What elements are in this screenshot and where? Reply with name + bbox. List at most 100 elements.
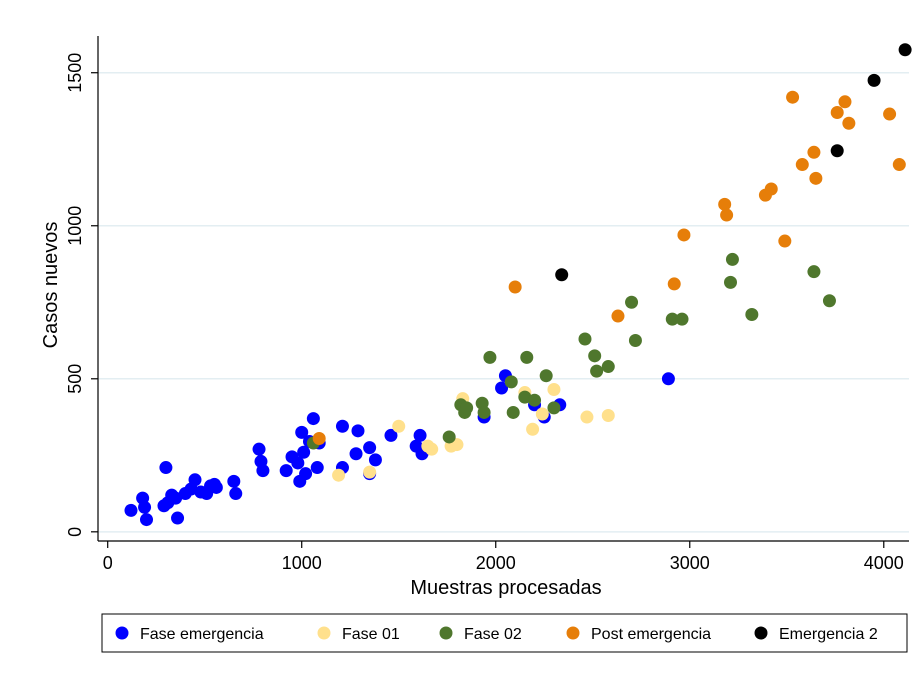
data-point xyxy=(209,480,223,494)
data-point xyxy=(312,431,326,445)
data-point xyxy=(667,277,681,291)
data-point xyxy=(898,43,912,57)
data-point xyxy=(363,465,377,479)
data-point xyxy=(349,447,363,461)
data-point xyxy=(171,511,185,525)
data-point xyxy=(526,422,540,436)
data-point xyxy=(520,350,534,364)
axes xyxy=(97,36,909,542)
y-tick-label: 1000 xyxy=(65,206,85,246)
data-point xyxy=(138,500,152,514)
data-points xyxy=(124,43,912,527)
data-point xyxy=(611,309,625,323)
data-point xyxy=(677,228,691,242)
data-point xyxy=(413,428,427,442)
data-point xyxy=(830,144,844,158)
data-point xyxy=(306,412,320,426)
data-point xyxy=(725,252,739,266)
data-point xyxy=(332,468,346,482)
data-point xyxy=(495,381,509,395)
data-point xyxy=(504,375,518,389)
y-tick-label: 500 xyxy=(65,364,85,394)
data-point xyxy=(169,491,183,505)
data-point xyxy=(508,280,522,294)
data-point xyxy=(528,393,542,407)
y-tick-label: 0 xyxy=(65,527,85,537)
data-point xyxy=(764,182,778,196)
x-tick-label: 2000 xyxy=(476,553,516,573)
legend-label: Post emergencia xyxy=(591,626,711,643)
data-point xyxy=(601,409,615,423)
data-point xyxy=(483,350,497,364)
legend-marker xyxy=(566,626,580,640)
series-fase-02 xyxy=(306,252,836,450)
legend-marker xyxy=(439,626,453,640)
legend-marker xyxy=(317,626,331,640)
data-point xyxy=(297,445,311,459)
data-point xyxy=(291,456,305,470)
data-point xyxy=(477,405,491,419)
data-point xyxy=(578,332,592,346)
data-point xyxy=(140,513,154,527)
data-point xyxy=(295,425,309,439)
grid-lines xyxy=(98,71,909,533)
data-point xyxy=(539,369,553,383)
x-axis-label: Muestras procesadas xyxy=(410,577,601,599)
data-point xyxy=(310,461,324,475)
data-point xyxy=(867,73,881,87)
x-tick-label: 4000 xyxy=(864,553,904,573)
x-tick-label: 3000 xyxy=(670,553,710,573)
legend-marker xyxy=(754,626,768,640)
data-point xyxy=(351,424,365,438)
data-point xyxy=(580,410,594,424)
data-point xyxy=(335,419,349,433)
data-point xyxy=(279,464,293,478)
data-point xyxy=(227,474,241,488)
data-point xyxy=(661,372,675,386)
data-point xyxy=(124,503,138,517)
data-point xyxy=(675,312,689,326)
data-point xyxy=(822,294,836,308)
y-axis-label: Casos nuevos xyxy=(40,222,62,349)
data-point xyxy=(392,419,406,433)
data-point xyxy=(256,464,270,478)
data-point xyxy=(842,116,856,130)
data-point xyxy=(425,442,439,456)
data-point xyxy=(188,473,202,487)
legend-label: Fase 02 xyxy=(464,626,522,643)
series-emergencia-2 xyxy=(555,43,912,282)
data-point xyxy=(535,407,549,421)
data-point xyxy=(786,90,800,104)
data-point xyxy=(547,383,561,396)
data-point xyxy=(588,349,602,363)
x-tick-label: 0 xyxy=(103,553,113,573)
data-point xyxy=(778,234,792,248)
data-point xyxy=(363,441,377,455)
data-point xyxy=(809,171,823,185)
data-point xyxy=(442,430,456,444)
data-point xyxy=(384,428,398,442)
axis-ticks: 0 500 1000 1500 0 1000 2000 3000 4000 xyxy=(65,53,904,573)
legend-label: Fase 01 xyxy=(342,626,400,643)
data-point xyxy=(883,107,897,121)
series-fase-01 xyxy=(332,383,615,482)
series-post-emergencia xyxy=(312,90,906,445)
data-point xyxy=(720,208,734,222)
data-point xyxy=(590,364,604,378)
data-point xyxy=(601,360,615,374)
data-point xyxy=(628,334,642,348)
data-point xyxy=(625,295,639,309)
legend-marker xyxy=(115,626,129,640)
y-tick-label: 1500 xyxy=(65,53,85,93)
data-point xyxy=(838,95,852,109)
data-point xyxy=(555,268,569,282)
data-point xyxy=(807,145,821,159)
x-tick-label: 1000 xyxy=(282,553,322,573)
data-point xyxy=(159,461,173,475)
data-point xyxy=(460,401,474,415)
legend-label: Emergencia 2 xyxy=(779,626,878,643)
data-point xyxy=(665,312,679,326)
legend-label: Fase emergencia xyxy=(140,626,264,643)
data-point xyxy=(368,453,382,467)
